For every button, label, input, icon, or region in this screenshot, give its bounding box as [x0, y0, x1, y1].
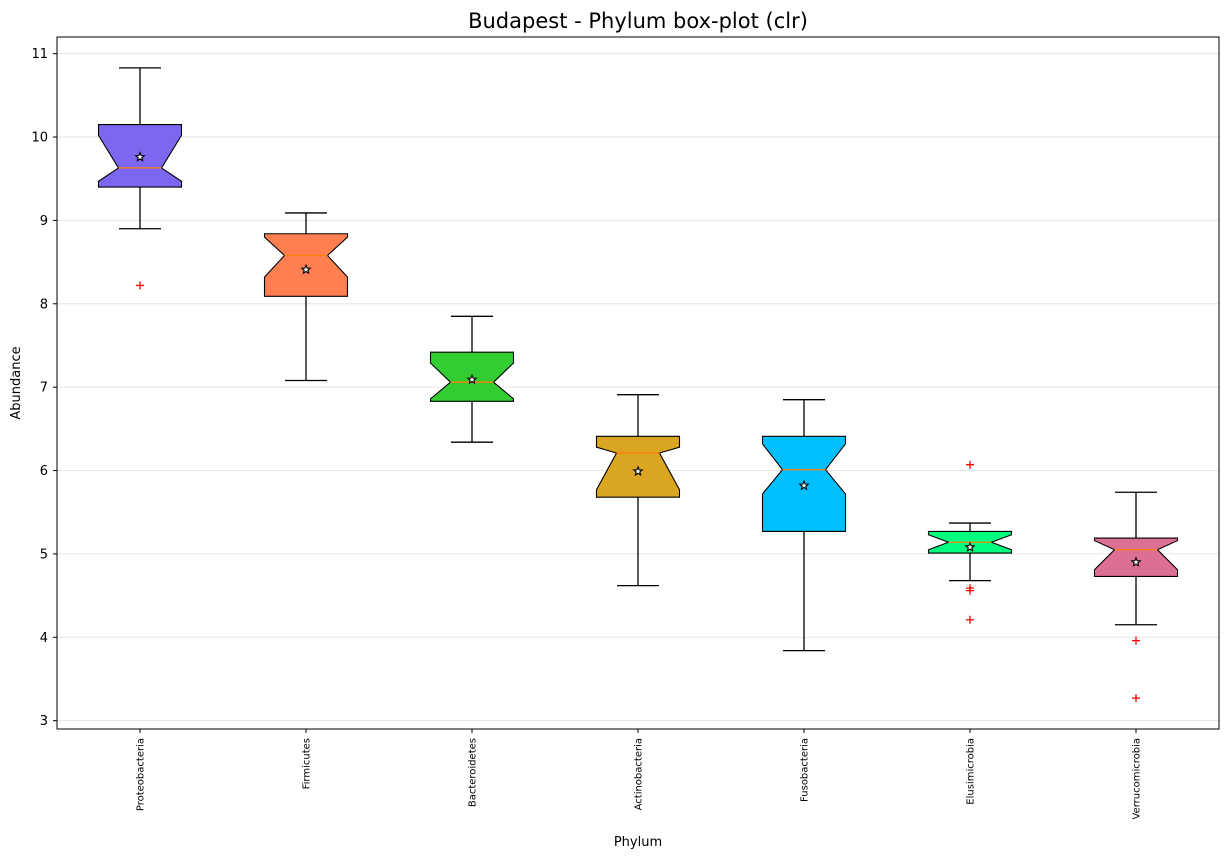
- y-axis: 3 4 5 6 7 8 9 10 11: [31, 47, 57, 729]
- x-tick-label: Actinobacteria: [634, 738, 645, 810]
- box-fusobacteria: [761, 399, 847, 652]
- y-tick-label: 4: [40, 631, 48, 646]
- mean-marker: [134, 151, 146, 162]
- y-tick-label: 5: [40, 547, 48, 562]
- box-verrucomicrobia: [1093, 491, 1179, 703]
- x-tick-label: Verrucomicrobia: [1132, 738, 1143, 820]
- axes-frame: [56, 36, 1220, 730]
- box-firmicutes: [263, 212, 349, 382]
- y-tick-label: 9: [40, 214, 48, 229]
- y-tick-label: 8: [40, 297, 48, 312]
- x-axis: Proteobacteria Firmicutes Bacteroidetes Act…: [136, 729, 1143, 820]
- chart-title: Budapest - Phylum box-plot (clr): [468, 9, 808, 33]
- x-tick-label: Bacteroidetes: [468, 738, 479, 807]
- mean-marker: [1130, 556, 1142, 568]
- grid-lines: [57, 53, 1219, 722]
- mean-marker: [466, 373, 478, 385]
- box-elusimicrobia: [927, 460, 1013, 624]
- y-tick-label: 11: [31, 47, 48, 62]
- y-axis-label: Abundance: [9, 346, 24, 419]
- plot-area: [97, 67, 1179, 703]
- y-tick-label: 3: [40, 714, 48, 729]
- x-axis-label: Phylum: [614, 835, 662, 850]
- y-tick-label: 6: [40, 464, 48, 479]
- mean-marker: [632, 465, 644, 477]
- x-tick-label: Firmicutes: [302, 738, 313, 789]
- y-tick-label: 10: [31, 131, 48, 146]
- x-tick-label: Fusobacteria: [800, 738, 811, 802]
- y-tick-label: 7: [40, 381, 48, 396]
- mean-marker: [798, 479, 810, 491]
- mean-marker: [964, 541, 976, 553]
- outlier-marker: [136, 281, 144, 290]
- box-proteobacteria: [97, 67, 183, 290]
- mean-marker: [300, 263, 312, 275]
- outlier-marker: [966, 586, 974, 595]
- outlier-marker: [966, 615, 974, 624]
- x-tick-label: Elusimicrobia: [966, 738, 977, 805]
- outlier-marker: [966, 460, 974, 469]
- x-tick-label: Proteobacteria: [136, 738, 147, 811]
- outlier-marker: [1132, 694, 1140, 703]
- box-actinobacteria: [595, 394, 681, 587]
- box-bacteroidetes: [429, 315, 515, 443]
- outlier-marker: [1132, 636, 1140, 645]
